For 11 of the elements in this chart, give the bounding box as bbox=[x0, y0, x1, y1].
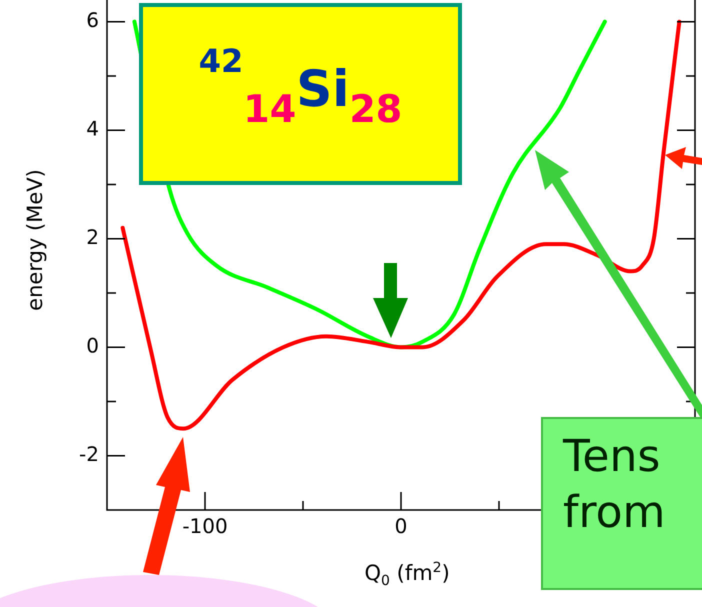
line-series bbox=[120, 20, 682, 431]
x-axis-title: Q$_{0}$ (fm$^{2}$) bbox=[364, 560, 450, 590]
annotation: Tens from bbox=[563, 431, 666, 538]
y-tick-label: 6 bbox=[86, 8, 99, 32]
y-tick-label: 4 bbox=[86, 116, 99, 140]
y-tick-label: -2 bbox=[79, 442, 99, 466]
y-tick-label: 0 bbox=[86, 333, 99, 358]
x-tick-label: -100 bbox=[182, 514, 228, 538]
y-axis-title: energy (MeV) bbox=[22, 169, 47, 311]
text-box: Tens from bbox=[541, 417, 702, 590]
y-tick-label: 2 bbox=[86, 224, 99, 249]
